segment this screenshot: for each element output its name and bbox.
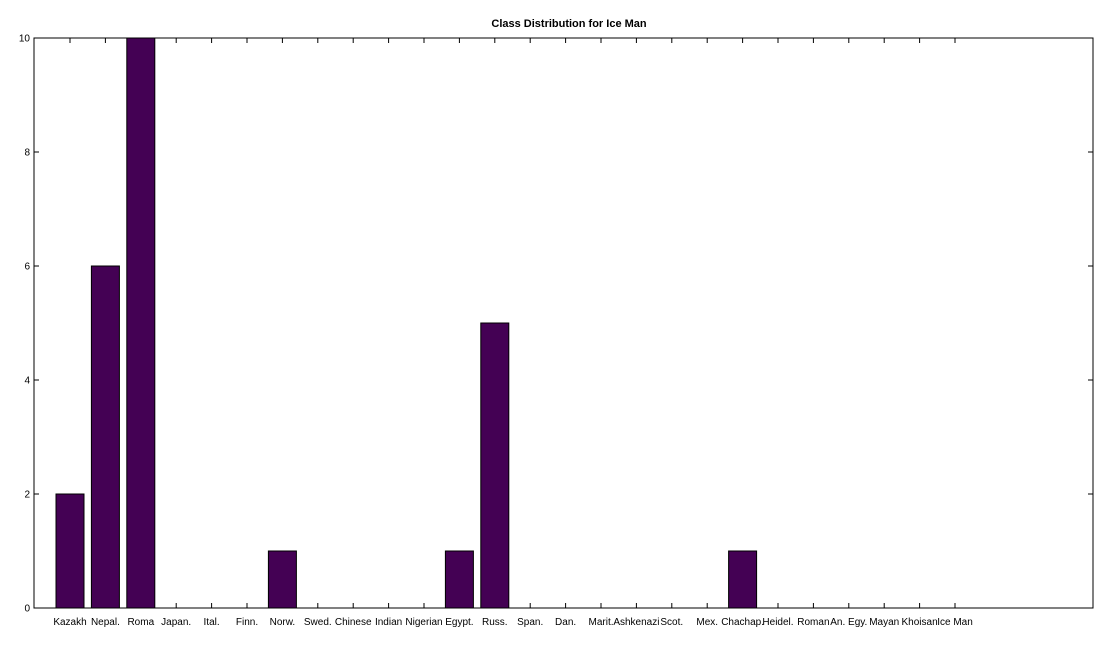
- x-tick-label: Chinese: [335, 617, 372, 628]
- y-tick-label: 2: [24, 490, 30, 501]
- bar-nepal: [90, 265, 120, 609]
- bar-russ: [480, 322, 510, 609]
- x-tick-label: Ice Man: [937, 617, 973, 628]
- x-tick-label: Nigerian: [405, 617, 442, 628]
- y-tick-label: 6: [24, 262, 30, 273]
- x-tick-label: Scot.: [660, 617, 683, 628]
- x-tick-label: Nepal.: [91, 617, 120, 628]
- y-tick-label: 8: [24, 148, 30, 159]
- x-tick-label: Roman: [797, 617, 829, 628]
- plot-area: 0 2 4 6 8 10 Kazakh Nepal. Roma Japan. Ital. Finn. N…: [19, 34, 1094, 628]
- x-tick-label: Egypt.: [445, 617, 473, 628]
- bar-chachap: [728, 550, 758, 609]
- y-tick-label: 0: [24, 604, 30, 615]
- chart-title: Class Distribution for Ice Man: [491, 18, 647, 30]
- y-tick-label: 4: [24, 376, 30, 387]
- x-tick-label: Indian: [375, 617, 402, 628]
- x-tick-label: Ital.: [204, 617, 220, 628]
- x-tick-label: Norw.: [270, 617, 296, 628]
- x-tick-label: Finn.: [236, 617, 258, 628]
- x-tick-label: Kazakh: [53, 617, 86, 628]
- x-tick-label: Roma: [127, 617, 154, 628]
- x-tick-label: Mayan: [869, 617, 899, 628]
- plot-frame: [33, 37, 1094, 609]
- x-tick-label: Span.: [517, 617, 543, 628]
- x-tick-label: Marit.: [589, 617, 614, 628]
- x-tick-label: Khoisan: [902, 617, 938, 628]
- x-tick-label: An. Egy.: [830, 617, 867, 628]
- bar-roma: [126, 37, 156, 609]
- x-tick-label: Russ.: [482, 617, 508, 628]
- bar-norw: [267, 550, 297, 609]
- x-tick-label: Ashkenazi: [613, 617, 659, 628]
- x-tick-label: Chachap.: [721, 617, 764, 628]
- x-tick-label: Dan.: [555, 617, 576, 628]
- x-tick-label: Mex.: [696, 617, 718, 628]
- bar-egypt: [444, 550, 474, 609]
- x-tick-label: Japan.: [161, 617, 191, 628]
- bar-kazakh: [55, 493, 85, 609]
- y-tick-label: 10: [19, 34, 31, 45]
- x-tick-label: Heidel.: [762, 617, 793, 628]
- x-tick-label: Swed.: [304, 617, 332, 628]
